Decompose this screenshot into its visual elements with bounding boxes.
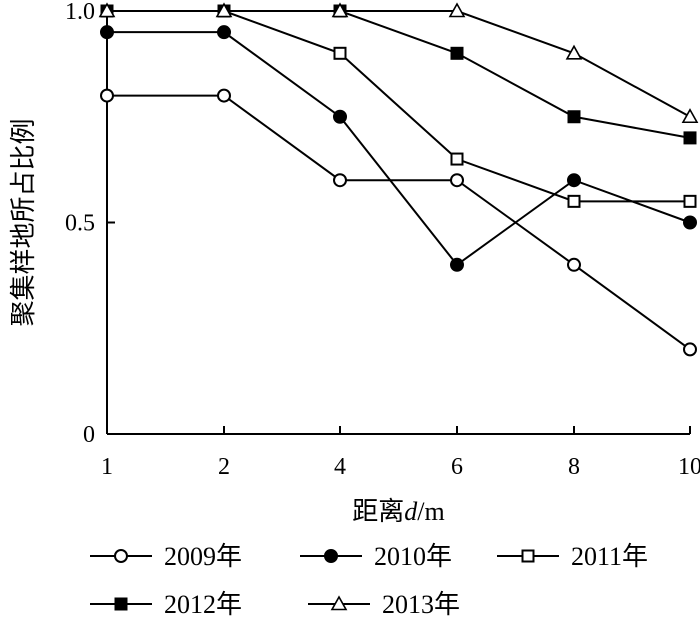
x-tick-label: 1 [101,454,113,480]
data-point [683,194,697,208]
y-axis-title: 聚集样地所占比例 [9,118,38,326]
data-point [98,2,116,18]
data-point [450,46,464,60]
data-point [333,109,347,124]
data-point [683,215,697,230]
legend: 2009年 2010年 2011年 2012年 2013年 [90,542,648,619]
data-point [448,2,466,18]
series-line [107,94,691,351]
series-line [107,10,691,139]
legend-item: 2013年 [308,590,460,619]
data-point [331,2,349,18]
x-tick-label: 2 [218,454,230,480]
legend-marker [521,549,535,563]
data-point [333,173,347,188]
y-tick-label: 1.0 [65,0,95,25]
data-point [450,257,464,272]
data-point [567,257,581,272]
series-2009年 [100,88,697,357]
data-point [215,2,233,18]
data-point [565,44,583,60]
series-line [107,10,691,118]
legend-marker [114,549,128,563]
data-point [681,108,699,124]
legend-item: 2010年 [300,542,452,571]
series-line [107,10,690,203]
data-point [683,342,697,357]
series-2010年 [100,25,697,272]
legend-label: 2013年 [382,590,460,619]
legend-item: 2011年 [497,542,648,571]
axes [106,10,691,435]
series-2013年 [98,2,699,124]
series-line [107,31,691,267]
x-axis-title-variable: d [404,497,418,526]
legend-label: 2009年 [164,542,242,571]
x-tick-label: 4 [334,454,346,480]
data-point [100,88,114,103]
y-tick-label: 0 [83,422,95,448]
data-point [217,25,231,40]
data-point [217,88,231,103]
y-tick-label: 0.5 [65,211,95,237]
legend-item: 2012年 [90,590,242,619]
legend-label: 2011年 [571,542,648,571]
data-point [567,110,581,124]
data-point [567,173,581,188]
x-axis-title-prefix: 距离 [352,497,404,526]
legend-marker [114,597,128,611]
data-point [567,194,581,208]
series-2012年 [100,4,697,145]
data-point [450,152,464,166]
x-axis-title-unit: /m [417,497,444,526]
x-axis-title: 距离d/m [352,497,444,526]
legend-item: 2009年 [90,542,242,571]
legend-label: 2012年 [164,590,242,619]
series-2011年 [100,4,697,208]
data-point [333,46,347,60]
labels-layer: 0 0.5 1.0 1 2 4 6 8 10 距离d/m 聚集样地所占比例 [9,0,700,526]
data-point [683,131,697,145]
legend-marker [324,549,338,563]
x-tick-label: 6 [451,454,463,480]
x-tick-label: 10 [678,454,700,480]
data-point [100,25,114,40]
legend-marker [330,595,348,611]
data-point [450,173,464,188]
legend-label: 2010年 [374,542,452,571]
series-layer [98,2,699,357]
x-tick-label: 8 [568,454,580,480]
